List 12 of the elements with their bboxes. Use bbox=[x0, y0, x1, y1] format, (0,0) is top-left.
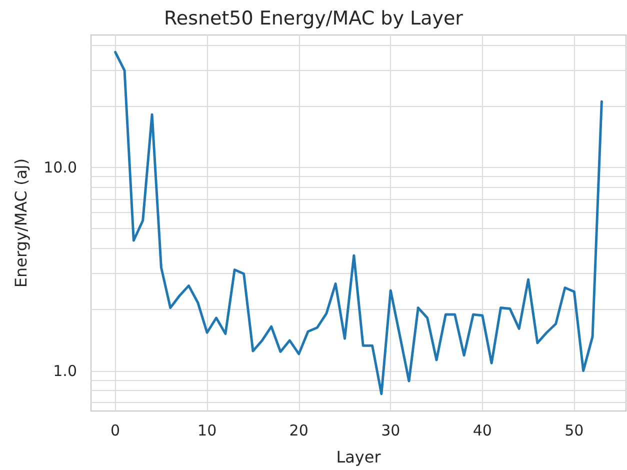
y-tick-label: 10.0 bbox=[44, 158, 77, 176]
x-tick-label: 0 bbox=[110, 422, 120, 440]
y-tick-label: 1.0 bbox=[53, 362, 77, 380]
x-tick-label: 20 bbox=[289, 422, 308, 440]
x-axis-title: Layer bbox=[336, 448, 382, 466]
y-axis-title: Energy/MAC (aJ) bbox=[12, 158, 30, 288]
x-tick-label: 50 bbox=[564, 422, 584, 440]
x-tick-label: 30 bbox=[381, 422, 400, 440]
chart-title: Resnet50 Energy/MAC by Layer bbox=[164, 8, 464, 30]
x-tick-label: 10 bbox=[198, 422, 217, 440]
line-series bbox=[114, 50, 603, 396]
x-tick-label: 40 bbox=[472, 422, 492, 440]
